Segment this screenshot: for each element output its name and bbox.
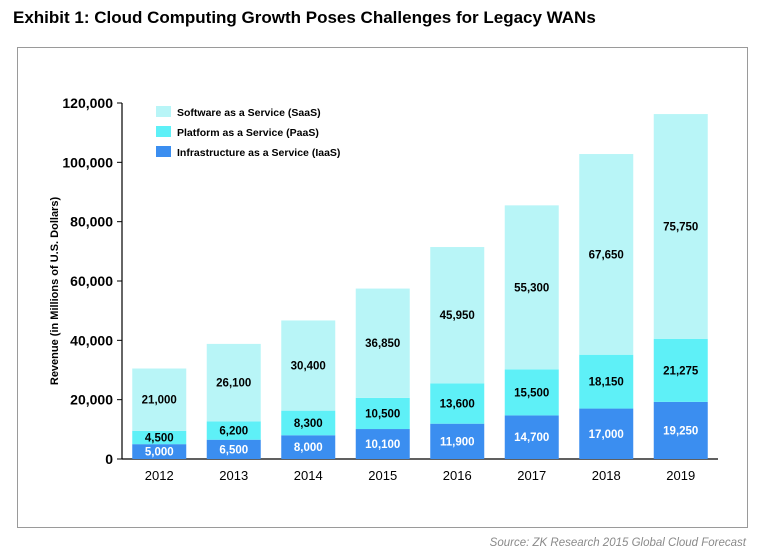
bar-segment (206, 343, 261, 422)
bar-segment (281, 320, 336, 411)
bar-segment (206, 421, 261, 440)
legend-label: Infrastructure as a Service (IaaS) (177, 147, 340, 159)
data-label: 55,300 (514, 282, 549, 294)
data-label: 21,275 (663, 365, 699, 377)
bar-segment (132, 444, 187, 459)
data-label: 30,400 (291, 361, 326, 373)
data-label: 18,150 (589, 377, 624, 389)
data-label: 10,500 (365, 408, 400, 420)
data-label: 19,250 (663, 425, 698, 437)
data-label: 8,000 (294, 442, 323, 454)
data-label: 6,200 (219, 426, 248, 438)
bar-segment (430, 247, 485, 384)
data-label: 21,000 (142, 395, 177, 407)
data-label: 45,950 (440, 310, 475, 322)
y-tick-label: 0 (105, 451, 113, 467)
data-label: 11,900 (440, 436, 475, 448)
bar-segment (281, 410, 336, 436)
chart-frame (17, 47, 748, 528)
bar-segment (504, 205, 559, 370)
data-label: 14,700 (514, 432, 549, 444)
bar-segment (579, 408, 634, 459)
y-tick-label: 20,000 (70, 392, 113, 408)
legend-label: Software as a Service (SaaS) (177, 107, 321, 119)
data-label: 10,100 (365, 439, 400, 451)
x-tick-label: 2018 (592, 468, 621, 483)
source-note: Source: ZK Research 2015 Global Cloud Fo… (489, 537, 746, 549)
x-tick-label: 2014 (294, 468, 323, 483)
bar-segment (653, 401, 708, 459)
legend-swatch (156, 126, 171, 137)
x-tick-label: 2019 (666, 468, 695, 483)
x-tick-label: 2016 (443, 468, 472, 483)
data-label: 26,100 (216, 378, 251, 390)
bar-segment (653, 338, 708, 402)
legend-label: Platform as a Service (PaaS) (177, 127, 319, 139)
data-label: 4,500 (145, 432, 174, 444)
data-label: 13,600 (440, 399, 475, 411)
y-tick-label: 80,000 (70, 214, 113, 230)
bar-segment (281, 435, 336, 459)
bar-segment (504, 415, 559, 459)
data-label: 75,750 (663, 221, 698, 233)
data-label: 36,850 (365, 338, 400, 350)
x-tick-label: 2013 (219, 468, 248, 483)
legend-swatch (156, 146, 171, 157)
bar-segment (132, 368, 187, 431)
y-tick-label: 60,000 (70, 273, 113, 289)
y-tick-label: 40,000 (70, 332, 113, 348)
bar-segment (653, 114, 708, 339)
bar-segment (355, 397, 410, 430)
data-label: 17,000 (589, 429, 624, 441)
data-label: 8,300 (294, 418, 323, 430)
bar-segment (579, 354, 634, 409)
legend-swatch (156, 106, 171, 117)
bar-segment (355, 429, 410, 459)
bar-segment (579, 154, 634, 355)
bar-segment (504, 369, 559, 416)
exhibit-title: Exhibit 1: Cloud Computing Growth Poses … (13, 8, 596, 27)
bar-segment (430, 423, 485, 459)
x-tick-label: 2017 (517, 468, 546, 483)
y-tick-label: 100,000 (62, 154, 113, 170)
bar-segment (132, 430, 187, 445)
data-label: 6,500 (219, 444, 248, 456)
bar-segment (206, 439, 261, 459)
x-tick-label: 2012 (145, 468, 174, 483)
y-axis-title: Revenue (in Millions of U.S. Dollars) (49, 197, 61, 386)
x-tick-label: 2015 (368, 468, 397, 483)
bar-segment (355, 288, 410, 398)
data-label: 15,500 (514, 387, 549, 399)
y-tick-label: 120,000 (62, 95, 113, 111)
data-label: 5,000 (145, 447, 174, 459)
data-label: 67,650 (589, 249, 624, 261)
bar-segment (430, 383, 485, 424)
